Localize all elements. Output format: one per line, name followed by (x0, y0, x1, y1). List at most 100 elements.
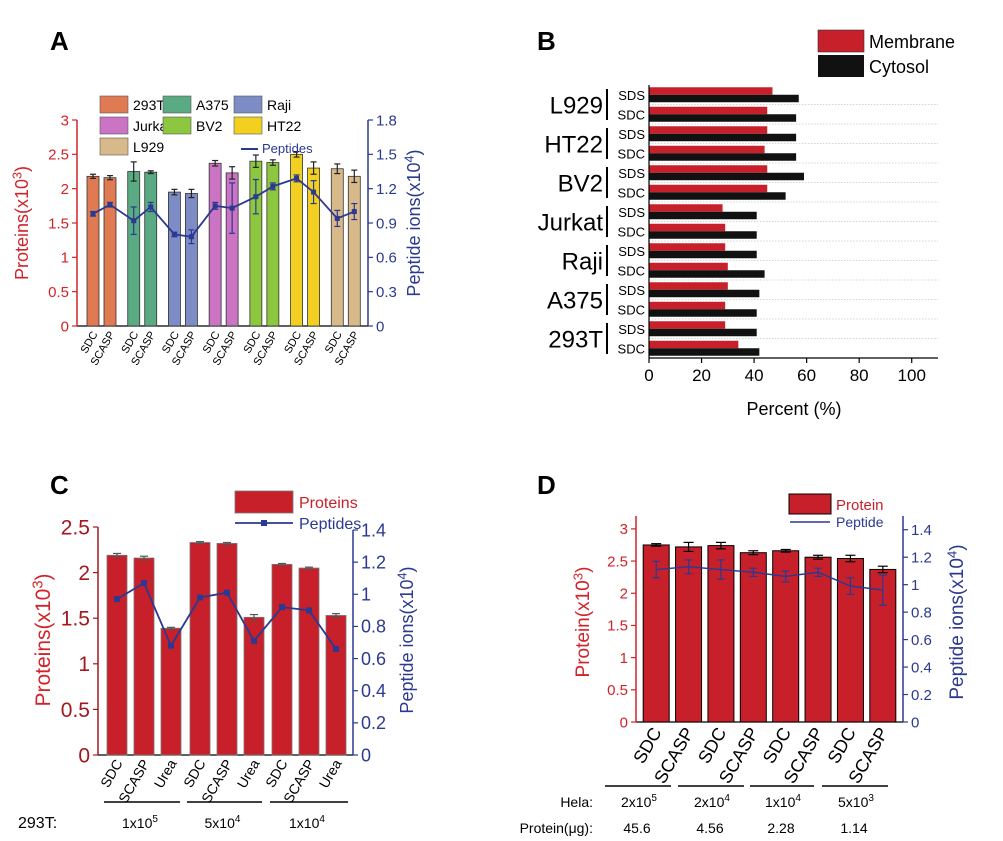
panel-b-bar-cytosol (649, 172, 805, 181)
panel-a-peptide-point (311, 189, 317, 195)
panel-a-bar (144, 171, 158, 327)
panel-c-category-label: Urea (151, 756, 180, 790)
panel-b-row-label: SDC (618, 302, 645, 317)
panel-d-y-axis-ticklabel: 2.5 (607, 553, 628, 570)
panel-b-legend-label: Cytosol (869, 57, 929, 77)
panel-b-row-label: SDS (618, 205, 645, 220)
panel-b-bar-cytosol (649, 192, 786, 200)
panel-a-y2-axis-ticklabel: 0.3 (376, 284, 397, 301)
panel-a-peptide-point (107, 202, 113, 208)
panel-c-peptide-point (306, 607, 312, 614)
panel-a-legend-label: 293T (133, 97, 165, 113)
panel-b-bar-cytosol (649, 114, 797, 122)
panel-c-y-axis-ticklabel: 0.5 (61, 699, 90, 722)
panel-c-y2-axis-ticklabel: 0 (361, 745, 371, 765)
panel-a-y2-axis-ticklabel: 1.8 (376, 112, 397, 129)
panel-a-legend-swatch (233, 95, 263, 114)
panel-c-y2-axis-ticklabel: 1.2 (361, 552, 386, 572)
panel-a-peptide-point (148, 204, 154, 210)
panel-b-bar-membrane (649, 262, 728, 271)
panel-d-y2-label: Peptide ions(x104) (944, 544, 968, 699)
panel-b-cell-line-label: 293T (548, 327, 603, 354)
panel-a-y-axis-ticklabel: 1 (61, 250, 69, 267)
panel-c-bar (106, 554, 128, 756)
panel-b-x-ticklabel: 60 (797, 366, 816, 385)
panel-d-row1-label: Hela: (560, 794, 593, 810)
panel-b-bar-cytosol (649, 289, 760, 298)
panel-a-peptide-point (270, 183, 276, 189)
panel-a-legend-swatch (162, 95, 192, 114)
panel-b-bar-membrane (649, 126, 768, 134)
panel-b-bar-membrane (649, 204, 723, 212)
panel-c-letter: C (50, 470, 69, 500)
panel-c-peptide-point (197, 594, 203, 601)
panel-c-peptide-point (279, 604, 285, 611)
panel-d-y-axis-ticklabel: 0 (620, 714, 628, 731)
panel-c-peptide-point (224, 589, 230, 596)
panel-a-peptide-point (334, 215, 340, 221)
panel-d-y-axis-ticklabel: 3 (620, 521, 628, 538)
panel-b-x-ticklabel: 40 (745, 366, 764, 385)
panel-a-bar (185, 193, 198, 327)
panel-c-peptide-point (141, 580, 147, 587)
panel-b-bar-cytosol (649, 94, 799, 103)
panel-b-x-ticklabel: 80 (850, 366, 869, 385)
panel-c-group-label: 1x104 (289, 814, 325, 831)
panel-b-bar-cytosol (649, 270, 765, 278)
panel-b-bar-membrane (649, 301, 726, 310)
panel-b-cell-line-label: A375 (547, 288, 603, 315)
panel-a-y-axis-ticklabel: 2.5 (48, 147, 69, 164)
panel-a-y2-axis-ticklabel: 1.2 (376, 181, 397, 198)
panel-c-y2-axis-ticklabel: 0.8 (361, 617, 386, 637)
panel-a-bar (127, 171, 141, 327)
panel-c-bar (271, 563, 293, 756)
panel-a-legend-label: A375 (196, 97, 229, 113)
panel-a-y-axis-ticklabel: 2 (61, 181, 69, 198)
panel-a-y-axis-ticklabel: 0.5 (48, 284, 69, 301)
panel-c-row-label: 293T: (18, 815, 57, 832)
panel-a-y-axis-ticklabel: 3 (61, 112, 69, 129)
panel-b-row-label: SDC (618, 146, 645, 161)
panel-d-hela-label: 2x105 (621, 793, 657, 810)
panel-d-protein-amount: 1.14 (840, 820, 867, 836)
panel-b-letter: B (537, 26, 556, 56)
panel-b-bar-membrane (649, 184, 768, 193)
panel-a-legend-label: L929 (133, 139, 164, 155)
panel-c-y-axis-ticklabel: 2.5 (61, 516, 90, 539)
panel-a-y2-axis-ticklabel: 0.9 (376, 215, 397, 232)
panel-d-y-axis-ticklabel: 0.5 (607, 682, 628, 699)
panel-a-peptide-point (253, 194, 259, 200)
panel-b-row-label: SDC (618, 341, 645, 356)
panel-a-bar (347, 175, 361, 327)
panel-d-legend-swatch (788, 493, 832, 515)
panel-a-peptide-point (188, 234, 194, 240)
panel-d-y2-axis-ticklabel: 1 (911, 577, 919, 594)
panel-b-row-label: SDS (618, 244, 645, 259)
panel-a-y-axis-ticklabel: 0 (61, 318, 69, 335)
panel-d-y2-axis-ticklabel: 0.2 (911, 687, 932, 704)
panel-b-bar-membrane (649, 145, 765, 154)
panel-c-y2-axis-ticklabel: 0.4 (361, 681, 386, 701)
panel-d-y2-axis-ticklabel: 0.6 (911, 632, 932, 649)
panel-b-row-label: SDC (618, 224, 645, 239)
panel-b-x-ticklabel: 0 (644, 366, 653, 385)
panel-a-legend-swatch (99, 116, 129, 135)
panel-b-row-label: SDS (618, 166, 645, 181)
panel-c-group-label: 1x105 (122, 814, 158, 831)
panel-a-legend-swatch (162, 116, 192, 135)
panel-a-peptide-point (171, 231, 177, 237)
panel-b-row-label: SDC (618, 263, 645, 278)
panel-d-y2-axis-ticklabel: 0 (911, 714, 919, 731)
panel-c-bar (189, 542, 211, 756)
panel-b-cell-line-label: BV2 (558, 171, 603, 198)
panel-b-bar-cytosol (649, 348, 760, 356)
panel-b-row-label: SDS (618, 322, 645, 337)
panel-b-row-label: SDS (618, 127, 645, 142)
panel-d-y-axis-ticklabel: 1.5 (607, 618, 628, 635)
panel-a-peptide-point (294, 175, 300, 181)
panel-b-x-ticklabel: 100 (898, 366, 926, 385)
panel-c-y2-axis-ticklabel: 0.2 (361, 713, 386, 733)
panel-b-cell-line-label: L929 (550, 93, 603, 120)
panel-d-y2-axis-ticklabel: 1.2 (911, 549, 932, 566)
panel-b-row-label: SDC (618, 185, 645, 200)
